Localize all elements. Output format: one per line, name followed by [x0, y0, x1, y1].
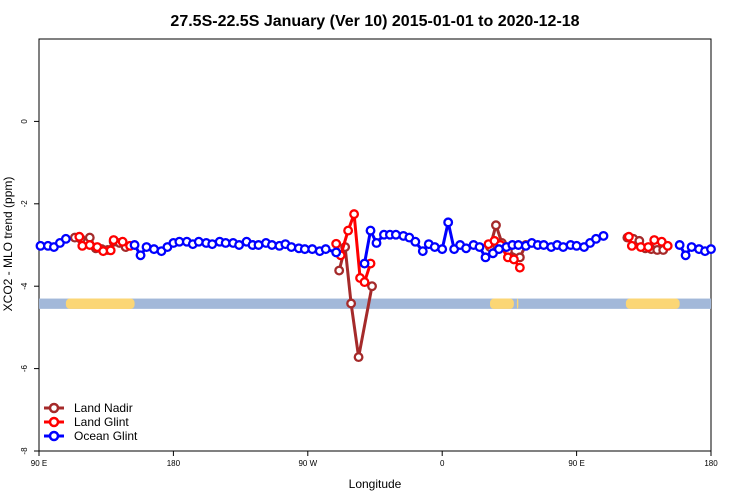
- point-land-glint-11: [343, 225, 354, 236]
- y-tick-label-0: 0: [20, 119, 29, 124]
- point-land-nadir-9: [334, 265, 345, 276]
- point-land-nadir-13: [367, 281, 377, 292]
- point-land-glint-20: [508, 254, 519, 265]
- x-tick-label-5: 180: [704, 459, 718, 468]
- legend: Land Nadir Land Glint Ocean Glint: [44, 401, 138, 443]
- band-layer: [39, 298, 711, 309]
- point-land-nadir-12: [353, 352, 364, 363]
- legend-item-land-glint: Land Glint: [44, 415, 129, 429]
- x-tick-label-1: 180: [167, 459, 181, 468]
- series-land-glint: [74, 209, 673, 288]
- point-land-glint-9: [331, 238, 342, 249]
- point-ocean-glint-54: [474, 242, 485, 253]
- legend-label-land-glint: Land Glint: [74, 415, 129, 429]
- land-segment-4: [625, 298, 680, 309]
- point-ocean-glint-55: [480, 252, 491, 263]
- point-ocean-glint-36: [359, 258, 370, 269]
- y-ticks: 0 -2 -4 -6 -8: [20, 119, 39, 455]
- x-tick-label-2: 90 W: [298, 459, 317, 468]
- point-ocean-glint-73: [598, 230, 609, 241]
- y-tick-label-1: -2: [20, 200, 29, 208]
- point-ocean-glint-49: [443, 217, 454, 228]
- point-land-glint-5: [105, 245, 116, 256]
- point-ocean-glint-37: [365, 225, 376, 236]
- legend-item-ocean-glint: Ocean Glint: [44, 429, 138, 443]
- point-ocean-glint-41: [390, 229, 401, 240]
- point-ocean-glint-6: [135, 250, 146, 261]
- x-tick-label-4: 90 E: [568, 459, 584, 468]
- point-ocean-glint-35: [331, 247, 342, 258]
- point-land-glint-21: [514, 262, 525, 273]
- point-land-glint-6: [108, 235, 119, 246]
- y-axis-label: XCO2 - MLO trend (ppm): [1, 177, 15, 312]
- x-tick-label-0: 90 E: [31, 459, 47, 468]
- legend-marker-land-nadir: [48, 402, 60, 414]
- x-axis-label: Longitude: [349, 477, 402, 491]
- point-land-glint-0: [74, 231, 85, 242]
- point-land-glint-25: [643, 242, 654, 253]
- point-ocean-glint-29: [286, 242, 297, 253]
- land-segment-3: [516, 298, 519, 309]
- x-ticks: 90 E 180 90 W 0 90 E 180: [31, 451, 718, 468]
- legend-marker-ocean-glint: [48, 430, 60, 442]
- point-ocean-glint-4: [60, 233, 71, 244]
- series-layer: [35, 209, 716, 363]
- point-land-glint-14: [359, 277, 370, 288]
- point-ocean-glint-74: [674, 240, 685, 250]
- y-tick-label-4: -8: [20, 447, 29, 455]
- point-land-glint-12: [349, 209, 360, 220]
- land-segment-2: [489, 298, 514, 309]
- ocean-band: [39, 298, 711, 309]
- point-ocean-glint-34: [320, 244, 331, 255]
- point-ocean-glint-69: [571, 240, 582, 251]
- legend-label-ocean-glint: Ocean Glint: [74, 429, 138, 443]
- legend-label-land-nadir: Land Nadir: [74, 401, 133, 415]
- point-land-glint-7: [117, 236, 128, 247]
- chart-title: 27.5S-22.5S January (Ver 10) 2015-01-01 …: [170, 13, 579, 30]
- land-segment-1: [65, 298, 135, 309]
- point-land-glint-22: [623, 231, 634, 242]
- point-ocean-glint-45: [417, 246, 428, 257]
- point-land-glint-28: [662, 240, 673, 251]
- point-land-glint-23: [626, 240, 637, 251]
- y-tick-label-3: -6: [20, 364, 29, 372]
- point-ocean-glint-38: [371, 237, 382, 248]
- point-ocean-glint-5: [129, 240, 140, 250]
- x-tick-label-3: 0: [440, 459, 445, 468]
- point-land-nadir-15: [491, 220, 501, 231]
- y-tick-label-2: -4: [20, 282, 29, 290]
- point-ocean-glint-44: [410, 236, 421, 247]
- point-land-nadir-11: [346, 298, 357, 309]
- point-ocean-glint-75: [680, 250, 691, 261]
- legend-item-land-nadir: Land Nadir: [44, 401, 133, 415]
- series-ocean-glint: [35, 217, 716, 269]
- point-ocean-glint-48: [437, 244, 448, 255]
- legend-marker-land-glint: [48, 416, 60, 428]
- point-ocean-glint-15: [193, 236, 204, 247]
- point-ocean-glint-79: [706, 244, 716, 255]
